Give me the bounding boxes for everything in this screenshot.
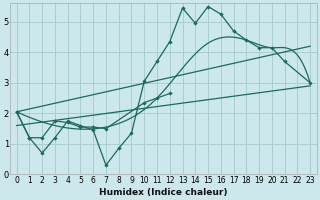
X-axis label: Humidex (Indice chaleur): Humidex (Indice chaleur)	[99, 188, 228, 197]
